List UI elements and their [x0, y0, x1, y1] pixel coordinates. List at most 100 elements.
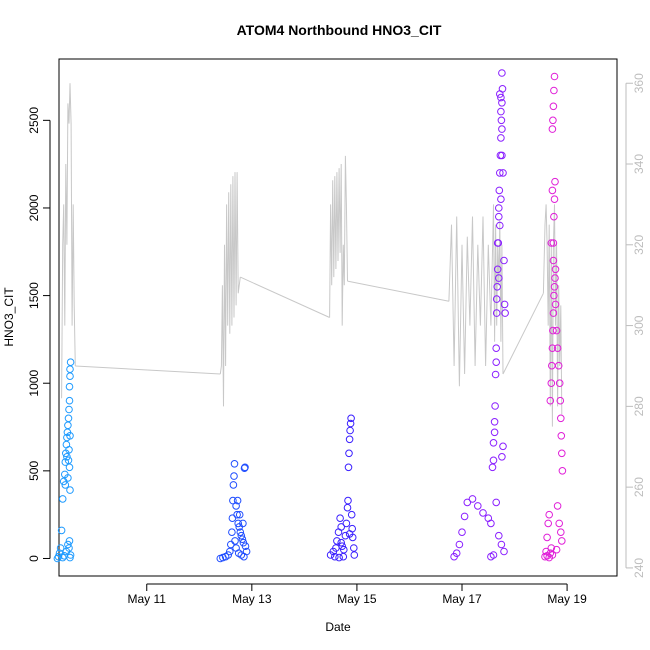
- data-point: [58, 553, 67, 562]
- data-point: [343, 503, 352, 512]
- data-point: [54, 552, 63, 561]
- y2-tick-label: 360: [632, 73, 646, 93]
- data-point: [489, 439, 498, 447]
- data-point: [553, 344, 562, 353]
- data-point: [550, 72, 559, 81]
- data-point: [226, 547, 234, 556]
- data-point: [236, 528, 245, 537]
- y2-tick-label: 280: [632, 396, 646, 416]
- data-point: [551, 274, 559, 282]
- data-point: [545, 553, 554, 562]
- data-point: [550, 86, 558, 95]
- x-tick-label: May 19: [547, 592, 587, 606]
- data-point: [498, 453, 506, 461]
- data-point: [551, 300, 560, 309]
- data-point: [65, 463, 74, 472]
- data-point: [337, 538, 346, 547]
- data-point: [64, 414, 73, 423]
- data-point: [230, 472, 238, 480]
- data-point: [345, 449, 353, 458]
- secondary-line-segment: [61, 83, 76, 399]
- data-point: [543, 533, 551, 542]
- data-point: [557, 432, 566, 440]
- chart-title: ATOM4 Northbound HNO3_CIT: [237, 22, 442, 38]
- data-point: [234, 519, 242, 528]
- x-tick-label: May 17: [442, 592, 482, 606]
- secondary-line-segment: [219, 172, 241, 407]
- y2-tick-label: 300: [632, 315, 646, 335]
- data-point: [232, 502, 240, 510]
- data-point: [546, 396, 555, 405]
- data-point: [495, 186, 504, 195]
- data-point: [345, 435, 354, 444]
- y-axis-left: 0 500 1000 1500 2000 2500: [27, 107, 51, 562]
- data-point: [65, 446, 73, 454]
- data-point: [333, 537, 341, 545]
- data-point: [497, 195, 505, 203]
- data-point: [492, 358, 501, 367]
- secondary-line-segment: [75, 365, 221, 375]
- data-point: [496, 221, 504, 230]
- data-point: [492, 344, 501, 353]
- data-point: [56, 544, 65, 552]
- data-point: [492, 498, 501, 507]
- y-tick-label: 0: [27, 555, 41, 562]
- data-point: [551, 265, 560, 274]
- x-axis: May 11 May 13 May 15 May 17 May 19: [128, 583, 587, 606]
- data-point: [338, 542, 347, 551]
- data-point: [238, 535, 247, 544]
- data-point: [347, 510, 356, 519]
- data-point: [500, 300, 509, 309]
- data-point: [498, 69, 506, 77]
- data-point: [468, 495, 477, 503]
- data-point: [557, 528, 565, 537]
- x-tick-label: May 13: [232, 592, 272, 606]
- data-point: [66, 365, 74, 374]
- data-point: [499, 169, 507, 177]
- data-point: [549, 116, 557, 125]
- data-point: [350, 544, 358, 552]
- y-tick-label: 2500: [27, 107, 41, 134]
- data-point: [66, 372, 74, 381]
- data-point: [558, 449, 566, 458]
- data-point: [547, 379, 556, 388]
- data-point: [495, 204, 503, 212]
- data-point: [492, 309, 501, 317]
- data-point: [493, 283, 502, 291]
- plot-frame: [58, 58, 618, 577]
- data-point: [241, 463, 249, 472]
- data-point: [550, 291, 558, 300]
- data-point: [495, 274, 503, 282]
- data-point: [348, 524, 357, 533]
- data-point: [501, 309, 509, 317]
- data-point: [497, 107, 505, 116]
- data-point: [492, 295, 501, 303]
- data-point: [498, 125, 506, 133]
- data-point: [463, 498, 472, 507]
- y2-tick-label: 340: [632, 154, 646, 174]
- data-point: [60, 552, 69, 560]
- y-axis-label: HNO3_CIT: [2, 287, 16, 347]
- data-point: [558, 467, 567, 475]
- secondary-line-segment: [329, 155, 348, 326]
- secondary-line-segment: [542, 204, 563, 427]
- data-point: [53, 554, 62, 563]
- data-point: [491, 370, 500, 379]
- data-point: [487, 552, 495, 561]
- x-tick-label: May 11: [128, 592, 167, 606]
- data-point: [497, 540, 506, 549]
- data-point: [224, 551, 232, 559]
- data-point: [549, 309, 558, 317]
- data-point: [497, 93, 505, 102]
- data-point: [544, 519, 553, 528]
- data-point: [545, 510, 554, 519]
- data-point: [551, 177, 559, 186]
- data-point: [346, 426, 354, 435]
- data-point: [547, 544, 556, 552]
- data-point: [66, 486, 74, 494]
- data-point: [558, 537, 566, 545]
- secondary-line-segment: [448, 204, 504, 387]
- data-point: [550, 195, 559, 203]
- data-point: [65, 544, 73, 552]
- secondary-line-segment: [240, 276, 330, 318]
